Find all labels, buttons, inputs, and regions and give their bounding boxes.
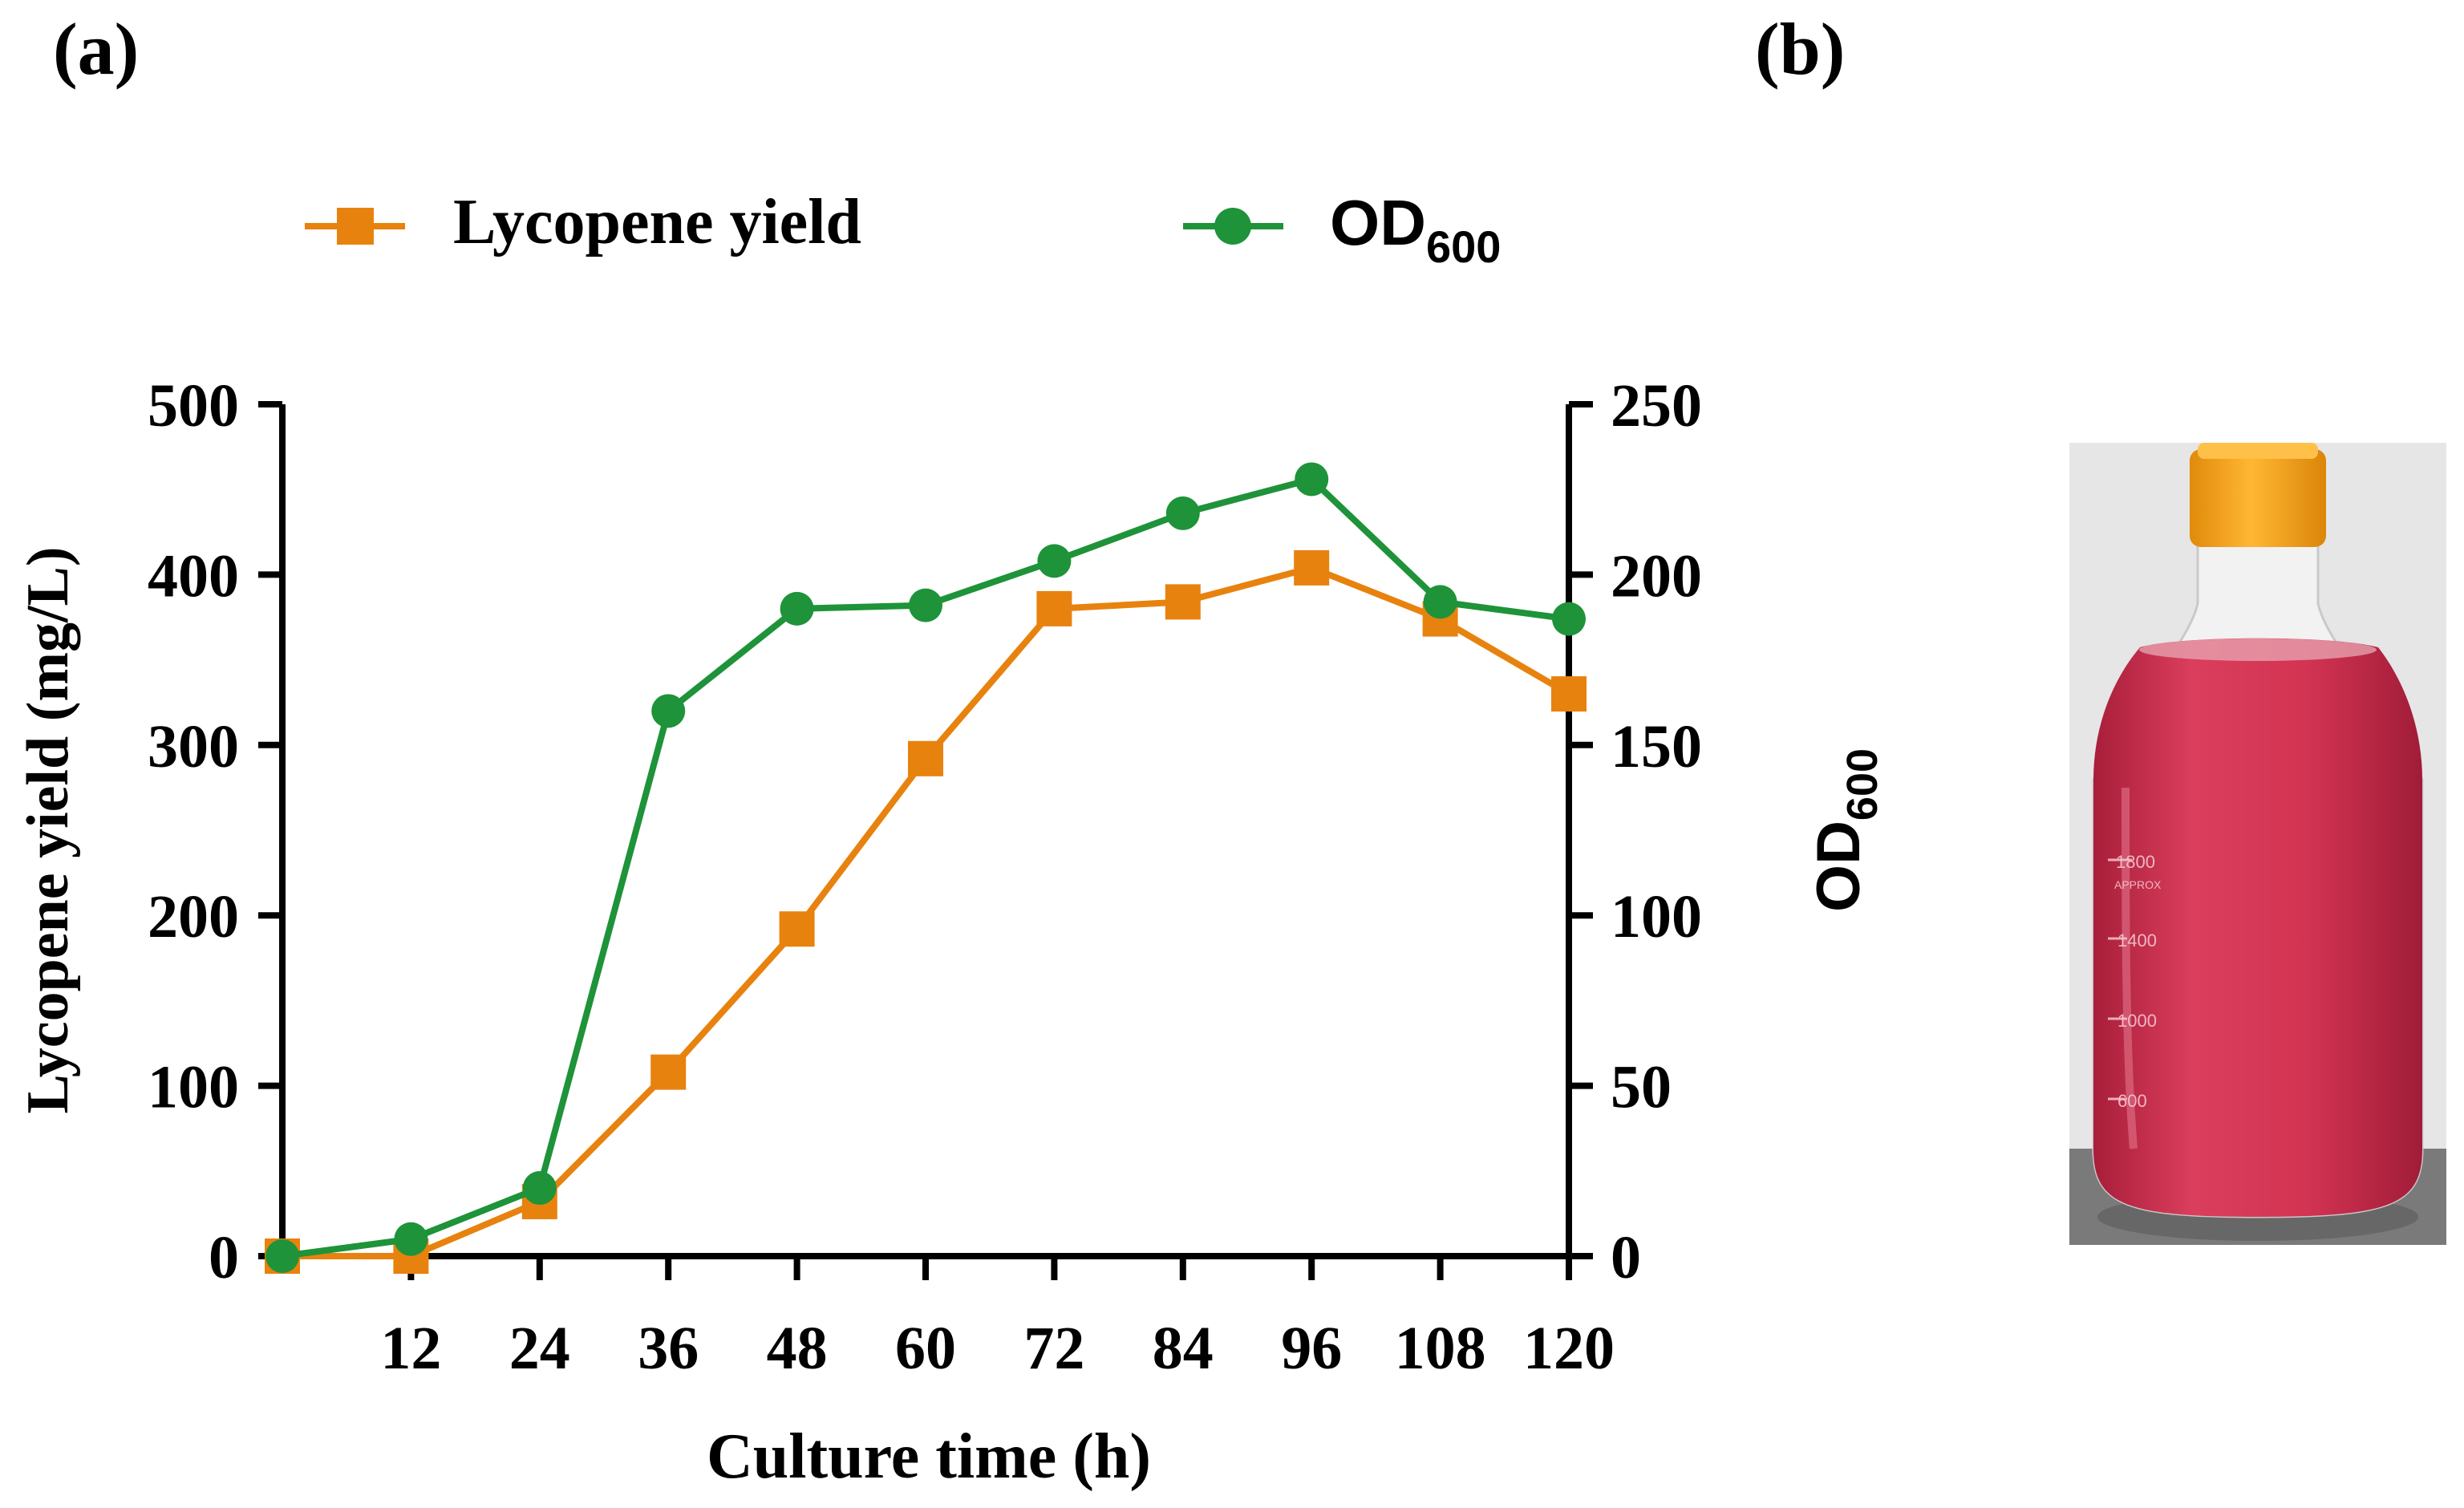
data-point-od600 bbox=[1552, 602, 1586, 636]
x-tick-label: 72 bbox=[1023, 1315, 1084, 1382]
right-y-tick-label: 150 bbox=[1611, 713, 1702, 780]
right-y-tick-label: 100 bbox=[1611, 883, 1702, 951]
left-y-tick-label: 200 bbox=[148, 883, 239, 951]
data-point-od600 bbox=[1037, 544, 1072, 578]
y2-axis-label: OD600 bbox=[1805, 748, 1886, 912]
data-point-od600 bbox=[522, 1171, 557, 1206]
series-line-lycopene bbox=[282, 564, 1571, 1259]
right-y-ticks: 0 50 100 150 200 250 bbox=[1569, 372, 1702, 1291]
bottle-mark-1800: 1800 bbox=[2116, 852, 2155, 872]
legend: Lycopene yield OD600 bbox=[305, 187, 1501, 272]
liquid-foam bbox=[2139, 638, 2377, 661]
data-point-od600 bbox=[780, 591, 814, 626]
bottle-cap-top bbox=[2198, 443, 2318, 459]
bottle-mark-approx: APPROX bbox=[2114, 878, 2162, 891]
left-y-tick-label: 0 bbox=[209, 1224, 239, 1291]
bottle-mark-1400: 1400 bbox=[2118, 930, 2157, 951]
data-point-lycopene bbox=[1551, 676, 1587, 712]
x-tick-label: 84 bbox=[1153, 1315, 1214, 1382]
y-axis-label: Lycopene yield (mg/L) bbox=[15, 546, 81, 1113]
right-y-tick-label: 250 bbox=[1611, 372, 1702, 440]
x-tick-label: 48 bbox=[767, 1315, 828, 1382]
x-tick-label: 108 bbox=[1395, 1315, 1486, 1382]
right-y-tick-label: 0 bbox=[1611, 1224, 1641, 1291]
y2-label-sub: 600 bbox=[1838, 748, 1886, 821]
x-axis-label: Culture time (h) bbox=[707, 1421, 1151, 1492]
data-point-od600 bbox=[651, 694, 686, 728]
data-point-lycopene bbox=[1165, 584, 1201, 620]
x-tick-label: 96 bbox=[1281, 1315, 1342, 1382]
data-point-lycopene bbox=[779, 911, 815, 947]
right-y-tick-label: 50 bbox=[1611, 1054, 1672, 1121]
bottle-mark-600: 600 bbox=[2118, 1091, 2147, 1111]
left-y-ticks: 0 100 200 300 400 500 bbox=[148, 372, 282, 1291]
panel-label-b: (b) bbox=[1755, 8, 1846, 90]
data-point-od600 bbox=[1423, 585, 1457, 619]
data-point-od600 bbox=[265, 1239, 299, 1273]
left-y-tick-label: 400 bbox=[148, 542, 239, 610]
bottle-liquid bbox=[2093, 638, 2422, 1217]
data-point-lycopene bbox=[1294, 549, 1330, 586]
glass-highlight bbox=[2122, 787, 2138, 1149]
bottle-photo: 1800 APPROX 1400 1000 600 bbox=[2069, 443, 2446, 1245]
x-tick-label: 120 bbox=[1523, 1315, 1615, 1382]
data-point-od600 bbox=[1295, 462, 1329, 497]
y2-label-main: OD bbox=[1805, 821, 1873, 912]
legend-label-lycopene: Lycopene yield bbox=[453, 187, 861, 257]
data-point-lycopene bbox=[650, 1054, 687, 1090]
data-point-od600 bbox=[1165, 496, 1200, 530]
left-y-tick-label: 500 bbox=[148, 372, 239, 440]
data-point-lycopene bbox=[908, 740, 943, 776]
legend-od-main: OD bbox=[1330, 187, 1426, 258]
data-point-od600 bbox=[394, 1222, 428, 1256]
graduation-lines bbox=[2108, 858, 2132, 1101]
legend-marker-circle bbox=[1214, 208, 1251, 245]
x-tick-label: 36 bbox=[638, 1315, 699, 1382]
legend-label-od: OD600 bbox=[1330, 187, 1501, 272]
bottle-mark-1000: 1000 bbox=[2118, 1011, 2157, 1031]
panel-label-a: (a) bbox=[53, 8, 140, 90]
x-ticks: 12 24 36 48 60 72 84 96 108 120 bbox=[380, 1256, 1615, 1382]
right-y-tick-label: 200 bbox=[1611, 542, 1702, 610]
x-tick-label: 60 bbox=[895, 1315, 956, 1382]
left-y-tick-label: 300 bbox=[148, 713, 239, 780]
data-point-lycopene bbox=[1036, 590, 1072, 626]
legend-marker-square bbox=[337, 208, 374, 245]
x-tick-label: 12 bbox=[380, 1315, 441, 1382]
axes bbox=[279, 404, 1572, 1259]
bottle-cap bbox=[2190, 449, 2326, 547]
data-point-od600 bbox=[909, 588, 942, 622]
legend-od-sub: 600 bbox=[1426, 221, 1501, 272]
left-y-tick-label: 100 bbox=[148, 1054, 239, 1121]
series-layer bbox=[265, 462, 1587, 1274]
x-tick-label: 24 bbox=[509, 1315, 570, 1382]
